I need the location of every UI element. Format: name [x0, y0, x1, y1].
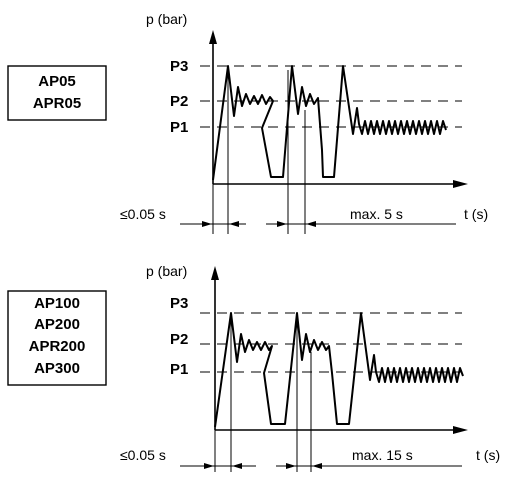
timing-gap-1-bottom [256, 461, 276, 471]
y-axis-label-bottom: p (bar) [146, 263, 187, 279]
timing-arrow-a-top [202, 221, 212, 227]
model-label-ap300: AP300 [34, 360, 80, 377]
timing-arrow-c-bottom [286, 463, 296, 469]
model-label-apr200: APR200 [29, 338, 86, 355]
x-axis-arrow-top [453, 180, 468, 188]
pressure-curve-bottom [214, 312, 464, 428]
diagram-top: AP05 APR05 p (bar) t (s) P3 P2 P1 [7, 11, 488, 234]
y-axis-arrow-bottom [211, 266, 219, 280]
timing-arrow-a-bottom [204, 463, 214, 469]
model-label-ap05: AP05 [38, 73, 76, 90]
level-p3-top: P3 [170, 58, 188, 75]
model-label-ap100: AP100 [34, 295, 80, 312]
timing-arrow-d-top [306, 221, 316, 227]
model-box-bottom [7, 290, 107, 386]
timing-short-bottom: ≤0.05 s [120, 447, 166, 463]
pressure-curve-top-path [212, 65, 447, 181]
level-p3-bottom: P3 [170, 295, 188, 312]
model-label-ap200: AP200 [34, 316, 80, 333]
diagram-bottom: AP100 AP200 APR200 AP300 p (bar) t (s) P… [7, 263, 500, 472]
timing-arrow-b-bottom [232, 463, 242, 469]
timing-arrow-b-top [229, 221, 239, 227]
level-p2-bottom: P2 [170, 331, 188, 348]
timing-arrow-c-top [277, 221, 287, 227]
x-axis-arrow-bottom [453, 426, 468, 434]
y-axis-arrow-top [209, 30, 217, 44]
level-p1-top: P1 [170, 119, 188, 136]
x-axis-label-bottom: t (s) [476, 447, 500, 463]
timing-max-bottom: max. 15 s [352, 447, 413, 463]
timing-arrow-d-bottom [312, 463, 322, 469]
timing-max-bg-top [310, 206, 450, 221]
timing-short-top: ≤0.05 s [120, 206, 166, 222]
model-box-top [7, 65, 107, 121]
y-axis-label-top: p (bar) [146, 11, 187, 27]
timing-gap-1-top [246, 219, 266, 229]
x-axis-label-top: t (s) [464, 206, 488, 222]
timing-max-bg-bottom [320, 447, 460, 463]
timing-max-top: max. 5 s [350, 206, 403, 222]
level-p1-bottom: P1 [170, 361, 188, 378]
model-label-apr05: APR05 [33, 95, 81, 112]
level-p2-top: P2 [170, 93, 188, 110]
